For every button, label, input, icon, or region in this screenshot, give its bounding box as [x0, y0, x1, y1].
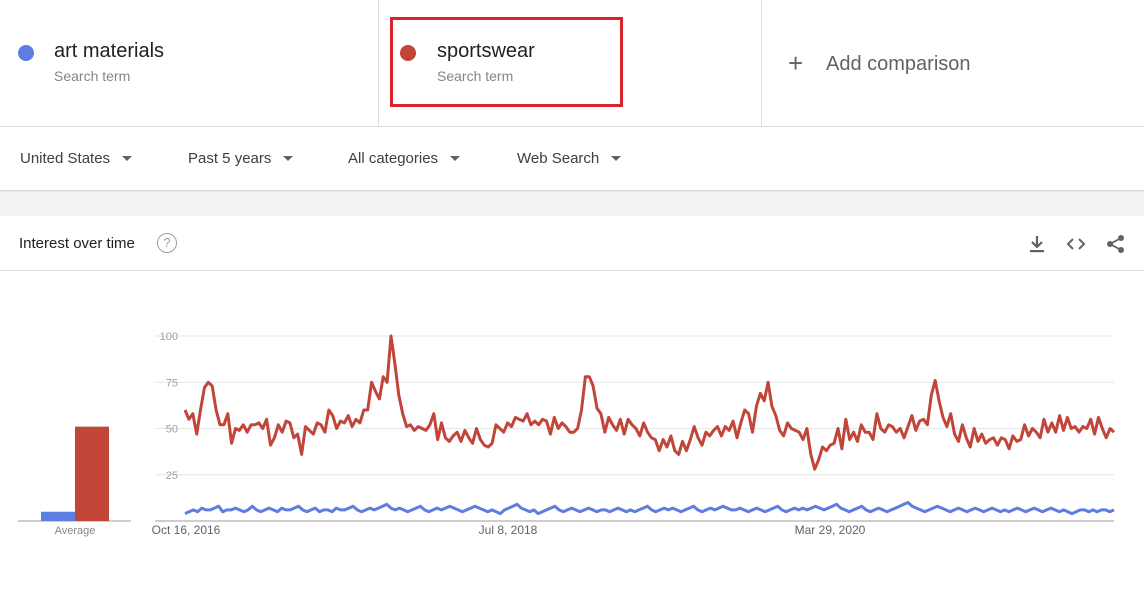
y-tick-label: 50	[166, 424, 178, 436]
search-term-card-2[interactable]: sportswear Search term	[379, 0, 762, 126]
y-tick-label: 75	[166, 377, 178, 389]
average-label: Average	[55, 525, 96, 537]
download-icon[interactable]	[1026, 233, 1048, 255]
y-tick-label: 100	[160, 331, 178, 343]
interest-over-time-chart: 100 75 50 25 Oct 16, 2016 Jul 8, 2018 Mar 29, …	[0, 272, 1144, 592]
y-tick-label: 25	[166, 470, 178, 482]
search-type-filter-dropdown[interactable]: Web Search	[517, 150, 622, 167]
caret-down-icon	[122, 156, 133, 161]
plus-icon: +	[788, 48, 804, 78]
filter-label: Past 5 years	[188, 150, 272, 167]
caret-down-icon	[611, 156, 622, 161]
region-filter-dropdown[interactable]: United States	[20, 150, 133, 167]
series-color-dot	[400, 45, 416, 61]
search-term-type: Search term	[437, 68, 514, 84]
card-title: Interest over time	[19, 235, 135, 252]
filter-bar: United States Past 5 years All categorie…	[0, 127, 1144, 191]
card-header: Interest over time ?	[0, 216, 1144, 271]
category-filter-dropdown[interactable]: All categories	[348, 150, 461, 167]
highlight-box	[390, 17, 623, 107]
search-term-type: Search term	[54, 68, 131, 84]
add-comparison-button[interactable]: + Add comparison	[762, 0, 1144, 126]
search-term-name[interactable]: art materials	[54, 40, 165, 62]
add-comparison-label: Add comparison	[826, 53, 971, 75]
embed-code-icon[interactable]	[1065, 233, 1087, 255]
caret-down-icon	[450, 156, 461, 161]
filter-label: All categories	[348, 150, 439, 167]
x-tick-label: Jul 8, 2018	[479, 523, 538, 537]
search-term-card-1[interactable]: art materials Search term	[0, 0, 379, 126]
x-tick-label: Oct 16, 2016	[152, 523, 221, 537]
interest-over-time-card: Interest over time ? 100 75 50 25 Oct 16, 20…	[0, 216, 1144, 607]
x-tick-label: Mar 29, 2020	[795, 523, 866, 537]
series-color-dot	[18, 45, 34, 61]
line-chart-svg: 100 75 50 25 Oct 16, 2016 Jul 8, 2018 Mar 29, …	[18, 331, 1116, 537]
average-bar	[41, 511, 75, 521]
share-icon[interactable]	[1105, 233, 1127, 255]
filter-label: United States	[20, 150, 111, 167]
series-line	[184, 501, 1115, 516]
caret-down-icon	[283, 156, 294, 161]
average-bar	[75, 426, 109, 521]
section-gap	[0, 192, 1144, 216]
filter-label: Web Search	[517, 150, 600, 167]
help-icon[interactable]: ?	[157, 233, 177, 253]
series-line	[183, 334, 1116, 471]
time-range-filter-dropdown[interactable]: Past 5 years	[188, 150, 294, 167]
search-terms-bar: art materials Search term sportswear Sea…	[0, 0, 1144, 127]
search-term-name[interactable]: sportswear	[437, 40, 535, 62]
